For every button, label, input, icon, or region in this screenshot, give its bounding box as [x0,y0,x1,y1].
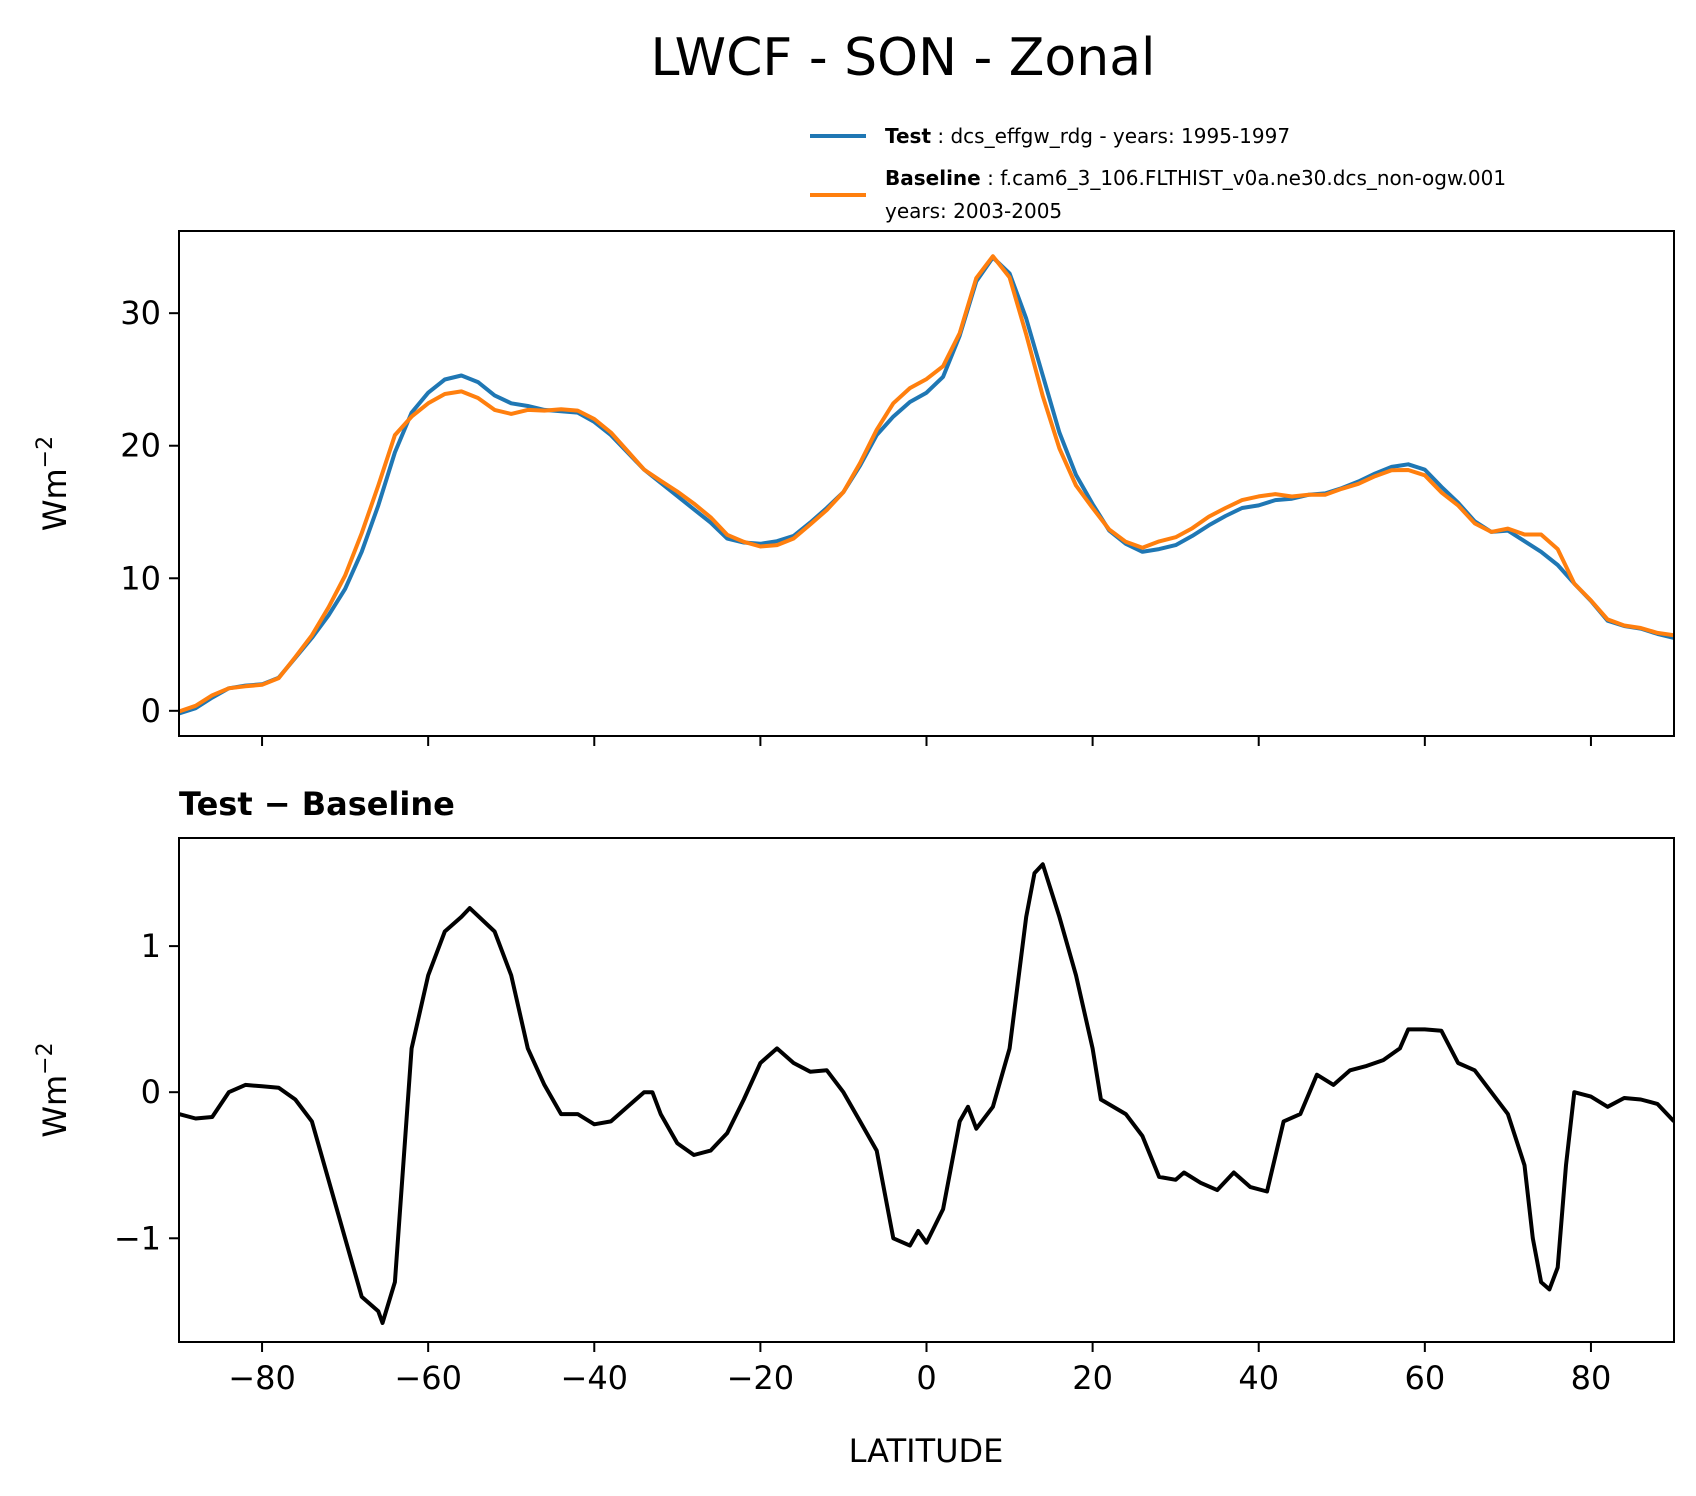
y-axis-label: Wm−2 [33,1042,74,1137]
x-tick-label: 60 [1404,1359,1445,1397]
y-tick-label: 10 [120,559,161,597]
x-tick-label: −40 [561,1359,629,1397]
y-tick-label: −1 [114,1219,161,1257]
series-line-1-0 [179,862,1674,1325]
y-tick-label: 30 [120,294,161,332]
x-tick-label: −60 [394,1359,462,1397]
chart-title: LWCF - SON - Zonal [650,28,1155,88]
x-tick-label: 80 [1571,1359,1612,1397]
series-line-0-0 [179,255,1674,716]
x-tick-label: −80 [228,1359,296,1397]
bottom-axes: −80 −60 −40 −20 0 20 40 60 80 −1 0 1 Wm−2 [33,837,1675,1397]
x-tick-label: 0 [916,1359,936,1397]
x-tick-label: 20 [1072,1359,1113,1397]
legend-label-baseline-years: years: 2003-2005 [885,199,1062,223]
y-tick-label: 0 [141,1073,161,1111]
y-axis-label: Wm−2 [33,436,74,531]
y-tick-label: 0 [141,692,161,730]
x-tick-label: −20 [727,1359,795,1397]
y-tick-label: 20 [120,427,161,465]
axes-frame [178,230,1675,737]
diff-subtitle: Test − Baseline [179,785,455,823]
axes-frame [178,837,1675,1343]
legend-label-baseline: Baseline : f.cam6_3_106.FLTHIST_v0a.ne30… [885,166,1506,190]
legend-label-test: Test : dcs_effgw_rdg - years: 1995-1997 [885,124,1290,148]
top-axes: 0 10 20 30 Wm−2 [33,230,1675,746]
legend: Test : dcs_effgw_rdg - years: 1995-1997 … [810,124,1506,223]
y-tick-label: 1 [141,927,161,965]
x-tick-label: 40 [1238,1359,1279,1397]
series-line-0-1 [179,254,1674,714]
x-axis-label: LATITUDE [849,1432,1004,1470]
